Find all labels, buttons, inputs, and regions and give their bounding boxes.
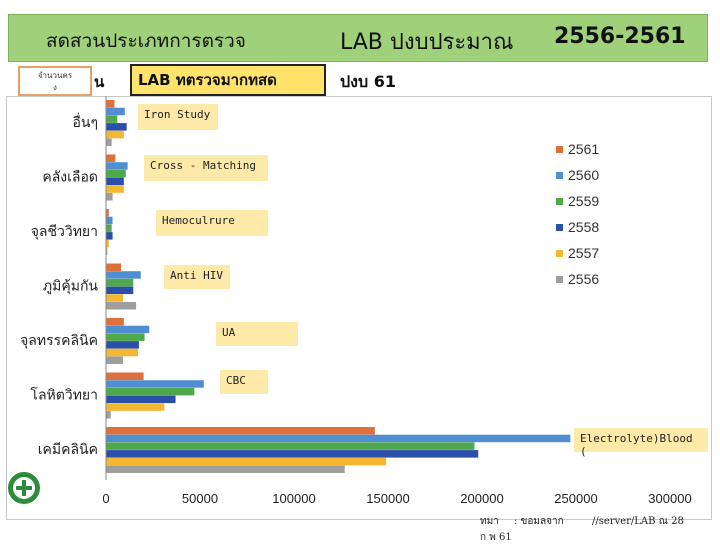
page-title-years: 2556-2561 [554,24,686,49]
legend: 2561 2560 2559 2558 2557 2556 [556,141,599,287]
annotation-ua: UA [216,322,298,346]
bar-2561-6 [106,427,375,435]
bar-2560-3 [106,271,141,279]
bar-2559-2 [106,224,112,232]
annotation-anti-hiv: Anti HIV [164,265,230,289]
bar-2557-0 [106,130,124,139]
x-tick-label-3: 150000 [366,491,409,506]
footer-source-path: //server/LAB ณ 28 [592,516,684,527]
bar-2561-1 [106,154,116,162]
bar-2559-4 [106,333,145,341]
bar-2558-6 [106,450,479,458]
category-label-0: อื่นๆ [73,113,99,131]
footer-source-label: ทมา [480,516,499,527]
legend-swatch-2557 [556,250,563,257]
legend-label-2561: 2561 [568,141,599,157]
bar-2560-5 [106,380,204,388]
bar-2556-3 [106,302,137,310]
count-label-line1: จำนวนคร [37,71,73,80]
bar-2556-0 [106,138,112,146]
bar-2558-1 [106,177,124,186]
bar-2558-3 [106,286,134,295]
bar-2561-5 [106,372,144,380]
annotation-cross-matching: Cross - Matching [144,155,268,181]
bar-2557-6 [106,457,387,466]
bar-2560-6 [106,434,571,443]
x-tick-label-2: 100000 [272,491,315,506]
x-tick-label-5: 250000 [554,491,597,506]
x-tick-label-6: 300000 [648,491,691,506]
category-label-6: เคมีคลินิค [38,442,98,458]
annotation-iron-study: Iron Study [138,104,218,130]
legend-label-2559: 2559 [568,193,599,209]
category-label-2: จุลชีววิทยา [31,224,98,240]
page-title-left: สดสวนประเภทการตรวจ [46,30,246,52]
bar-2561-4 [106,318,124,326]
annotation-hemoculture: Hemoculrure [156,210,268,236]
category-label-3: ภูมิคุ้มกัน [43,279,99,295]
legend-label-2556: 2556 [568,271,599,287]
bar-2557-3 [106,294,123,302]
legend-label-2558: 2558 [568,219,599,235]
bar-2556-4 [106,356,123,364]
legend-swatch-2558 [556,224,563,231]
x-tick-label-1: 50000 [182,491,218,506]
bar-2556-2 [106,247,108,255]
x-tick-label-0: 0 [102,491,109,506]
title-bar [8,14,708,62]
bar-2560-1 [106,162,128,170]
bar-2559-3 [106,278,134,287]
bar-2556-5 [106,411,111,419]
category-label-4: จุลทรรคลินิค [20,333,98,349]
bar-2561-3 [106,263,122,271]
y-axis: อื่นๆคลังเลือดจุลชีววิทยาภูมิคุ้มกันจุลท… [20,96,107,480]
footer-source-from: : ขอมลจาก [514,516,564,527]
bar-2560-4 [106,325,150,334]
ministry-logo-icon [8,472,40,504]
subtitle-fragment: น [94,73,105,91]
legend-swatch-2556 [556,276,563,283]
x-axis: 0 50000 100000 150000 200000 250000 300000 [102,491,691,506]
legend-swatch-2560 [556,172,563,179]
bar-2558-5 [106,395,176,404]
x-tick-label-4: 200000 [460,491,503,506]
bar-2558-0 [106,123,127,131]
bar-2557-4 [106,348,138,357]
plot-area-border [6,96,712,520]
bar-2559-0 [106,115,118,123]
page-title-mid: LAB ปงบประมาณ [340,30,514,55]
count-label-line2: ง [53,83,57,92]
legend-label-2560: 2560 [568,167,599,183]
bar-2559-6 [106,442,475,450]
footer-date: ก พ 61 [480,532,512,543]
bar-2559-5 [106,387,195,396]
category-label-5: โลหิตวิทยา [30,387,98,404]
bar-2556-1 [106,193,113,201]
category-label-1: คลังเลือด [42,170,98,186]
bar-2557-2 [106,239,109,248]
subtitle-year: ปงบ 61 [340,72,396,91]
bars-group [106,100,571,473]
annotation-cbc: CBC [220,370,268,394]
bar-2560-2 [106,216,113,225]
bar-2558-4 [106,341,139,349]
legend-swatch-2561 [556,146,563,153]
bar-2561-0 [106,100,115,108]
annotation-electrolyte: Electrolyte)Blood ( [574,428,708,458]
count-label-box: จำนวนคร ง [18,66,92,96]
bar-2561-2 [106,209,109,217]
subtitle-highlight: LAB ทตรวจมากทสด [130,64,326,96]
bar-2557-1 [106,185,124,193]
bar-2557-5 [106,403,165,411]
bar-2556-6 [106,465,345,473]
bar-2559-1 [106,169,126,178]
bar-2558-2 [106,232,113,240]
bar-2560-0 [106,107,125,116]
legend-label-2557: 2557 [568,245,599,261]
legend-swatch-2559 [556,198,563,205]
